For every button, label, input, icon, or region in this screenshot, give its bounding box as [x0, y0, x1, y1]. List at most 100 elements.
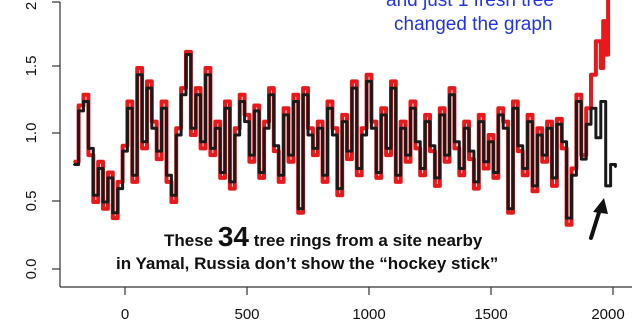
data-point-black: [356, 167, 358, 170]
data-point-red: [468, 158, 470, 160]
data-point-black: [346, 150, 348, 152]
plot-frame: [59, 2, 632, 288]
data-point-red: [487, 134, 490, 136]
data-point-red: [492, 177, 495, 179]
data-point-black: [243, 120, 246, 123]
annotation-black-pre: These: [164, 231, 218, 250]
data-point-black: [170, 194, 173, 197]
data-point-black: [229, 181, 231, 183]
data-point-black: [268, 94, 270, 96]
data-point-red: [458, 174, 461, 176]
data-point-black: [404, 154, 407, 156]
data-point-black: [116, 187, 119, 190]
data-point-black: [190, 127, 192, 130]
data-point-black: [551, 177, 553, 179]
data-point-black: [131, 174, 134, 176]
data-point-black: [121, 150, 124, 152]
x-tick-label: 0: [121, 306, 129, 323]
data-point-black: [453, 140, 456, 143]
data-point-black: [297, 207, 300, 210]
data-point-black: [136, 73, 138, 76]
data-point-black: [92, 194, 95, 197]
data-point-black: [185, 53, 187, 56]
data-point-red: [443, 161, 446, 163]
data-point-red: [600, 67, 602, 69]
x-tick-label: 1000: [352, 306, 385, 323]
data-point-black: [214, 127, 217, 130]
data-point-black: [546, 127, 548, 130]
data-point-red: [390, 80, 392, 83]
data-point-red: [224, 100, 226, 103]
data-point-black: [531, 185, 534, 187]
data-point-black: [595, 136, 597, 139]
data-point-red: [380, 107, 383, 109]
data-point-black: [375, 171, 378, 174]
series-line-black: [73, 53, 617, 220]
data-point-red: [351, 80, 353, 83]
data-point-red: [346, 158, 348, 160]
data-point-black: [585, 123, 587, 126]
data-point-red: [107, 171, 109, 174]
data-point-red: [434, 185, 436, 187]
data-point-red: [517, 150, 519, 152]
data-point-red: [526, 114, 529, 116]
data-point-red: [258, 177, 261, 179]
annotation-blue: and just 1 fresh tree changed the graph: [386, 0, 554, 35]
data-point-black: [146, 87, 148, 89]
data-point-black: [492, 171, 495, 174]
data-point-red: [561, 147, 563, 150]
annotation-black-number: 34: [218, 221, 250, 252]
data-point-black: [536, 134, 539, 136]
data-point-black: [575, 100, 578, 103]
annotation-arrow: [589, 198, 608, 240]
data-point-red: [116, 181, 119, 183]
data-point-red: [341, 114, 344, 116]
data-point-black: [399, 127, 402, 130]
data-point-red: [575, 94, 578, 96]
data-point-red: [253, 104, 256, 107]
data-point-black: [331, 134, 334, 136]
data-point-black: [419, 167, 422, 170]
data-point-red: [238, 94, 241, 96]
data-point-red: [321, 181, 324, 183]
data-point-red: [570, 167, 573, 170]
data-point-red: [312, 154, 314, 156]
data-point-red: [602, 20, 604, 22]
data-point-red: [87, 154, 90, 156]
data-point-black: [292, 100, 295, 103]
data-point-black: [155, 150, 158, 152]
data-point-black: [478, 120, 480, 123]
data-point-black: [277, 174, 280, 176]
data-point-black: [561, 140, 563, 143]
data-point-black: [219, 171, 221, 174]
data-point-black: [341, 120, 344, 123]
data-point-black: [77, 110, 80, 112]
data-point-black: [253, 110, 256, 112]
data-point-red: [604, 53, 607, 56]
data-point-red: [287, 161, 290, 163]
data-point-black: [199, 140, 202, 143]
series-layer: [73, 0, 617, 227]
data-point-black: [365, 80, 368, 83]
data-point-black: [565, 217, 568, 219]
data-point-black: [317, 127, 319, 130]
data-point-black: [604, 185, 607, 187]
data-point-red: [195, 87, 197, 89]
data-point-black: [473, 181, 475, 183]
data-point-red: [121, 144, 124, 147]
data-point-black: [385, 147, 387, 150]
data-point-black: [321, 174, 324, 176]
data-point-black: [102, 201, 104, 203]
data-point-red: [419, 174, 422, 176]
data-point-black: [521, 167, 524, 170]
data-point-red: [326, 100, 329, 103]
data-point-red: [190, 134, 192, 136]
data-point-red: [273, 150, 275, 152]
data-point-red: [414, 147, 417, 150]
data-point-red: [429, 150, 431, 152]
data-point-red: [268, 87, 270, 89]
data-point-red: [97, 161, 99, 163]
data-point-black: [429, 144, 431, 147]
data-point-black: [360, 134, 363, 136]
data-point-red: [204, 67, 207, 69]
